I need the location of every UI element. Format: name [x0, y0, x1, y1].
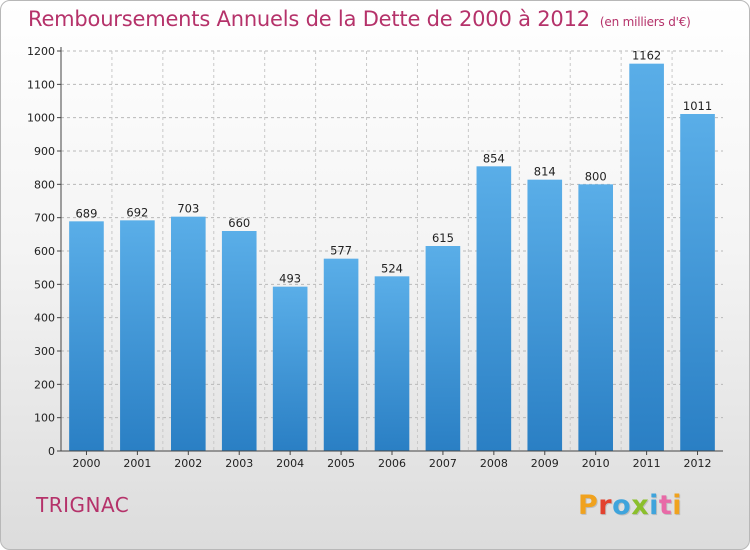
y-tick-label: 900	[34, 145, 55, 158]
x-tick-label: 2006	[378, 457, 406, 470]
y-tick-label: 700	[34, 212, 55, 225]
logo-letter: o	[612, 490, 632, 521]
bar-2001[interactable]	[120, 220, 155, 451]
bars	[69, 63, 715, 452]
logo-letter: i	[649, 490, 659, 521]
logo-letter: x	[631, 490, 650, 521]
bar-2000[interactable]	[69, 221, 104, 451]
x-tick-label: 2011	[633, 457, 661, 470]
bar-2002[interactable]	[170, 216, 206, 451]
x-tick-label: 2003	[225, 457, 253, 470]
bar-2012[interactable]	[680, 114, 715, 451]
chart-title-text: Remboursements Annuels de la Dette de 20…	[28, 7, 590, 31]
y-tick-label: 1100	[27, 78, 55, 91]
value-label: 524	[381, 261, 403, 275]
x-tick-label: 2002	[174, 457, 202, 470]
y-tick-label: 100	[34, 412, 55, 425]
value-label: 703	[177, 202, 199, 216]
y-tick-label: 600	[34, 245, 55, 258]
x-tick-label: 2012	[684, 457, 712, 470]
chart-title: Remboursements Annuels de la Dette de 20…	[28, 7, 691, 31]
logo-letter: t	[658, 490, 673, 521]
x-tick-label: 2001	[123, 457, 151, 470]
bar-2003[interactable]	[221, 231, 257, 451]
y-tick-label: 800	[34, 178, 55, 191]
x-tick-label: 2008	[480, 457, 508, 470]
value-label: 493	[279, 272, 301, 286]
value-label: 800	[585, 169, 607, 183]
bar-2004[interactable]	[272, 286, 308, 451]
chart-unit: (en milliers d'€)	[599, 15, 691, 29]
logo-letter: r	[598, 490, 613, 521]
bar-2006[interactable]	[374, 276, 410, 451]
x-tick-label: 2007	[429, 457, 457, 470]
y-tick-label: 500	[34, 278, 55, 291]
y-tick-label: 0	[48, 445, 55, 458]
bar-2008[interactable]	[476, 166, 512, 452]
y-tick-label: 1200	[27, 45, 55, 58]
x-tick-label: 2004	[276, 457, 304, 470]
x-tick-label: 2005	[327, 457, 355, 470]
x-tick-label: 2010	[582, 457, 610, 470]
x-tick-label: 2009	[531, 457, 559, 470]
value-label: 1011	[683, 99, 712, 113]
proxiti-logo[interactable]: Proxiti	[578, 490, 682, 521]
y-tick-label: 300	[34, 345, 55, 358]
value-label: 660	[228, 216, 250, 230]
logo-letter: i	[672, 490, 683, 521]
bar-2007[interactable]	[425, 246, 461, 451]
value-label: 689	[75, 206, 97, 220]
axes	[57, 47, 723, 455]
logo-letter: P	[578, 490, 599, 521]
value-label: 814	[534, 165, 556, 179]
y-tick-label: 1000	[27, 112, 55, 125]
labels: 0 100 200 300 400 500 600 700 800 900 1000 1100 1200…	[27, 45, 712, 470]
bar-2005[interactable]	[323, 258, 359, 451]
bar-2011[interactable]	[629, 63, 664, 452]
y-tick-label: 400	[34, 312, 55, 325]
y-tick-label: 200	[34, 378, 55, 391]
bar-2009[interactable]	[527, 179, 563, 451]
x-tick-label: 2000	[72, 457, 100, 470]
value-label: 854	[483, 151, 505, 165]
value-label: 1162	[632, 49, 661, 63]
value-label: 692	[126, 205, 148, 219]
commune-name: TRIGNAC	[36, 493, 130, 517]
bar-2010[interactable]	[578, 184, 614, 452]
value-label: 615	[432, 231, 454, 245]
value-label: 577	[330, 244, 352, 258]
